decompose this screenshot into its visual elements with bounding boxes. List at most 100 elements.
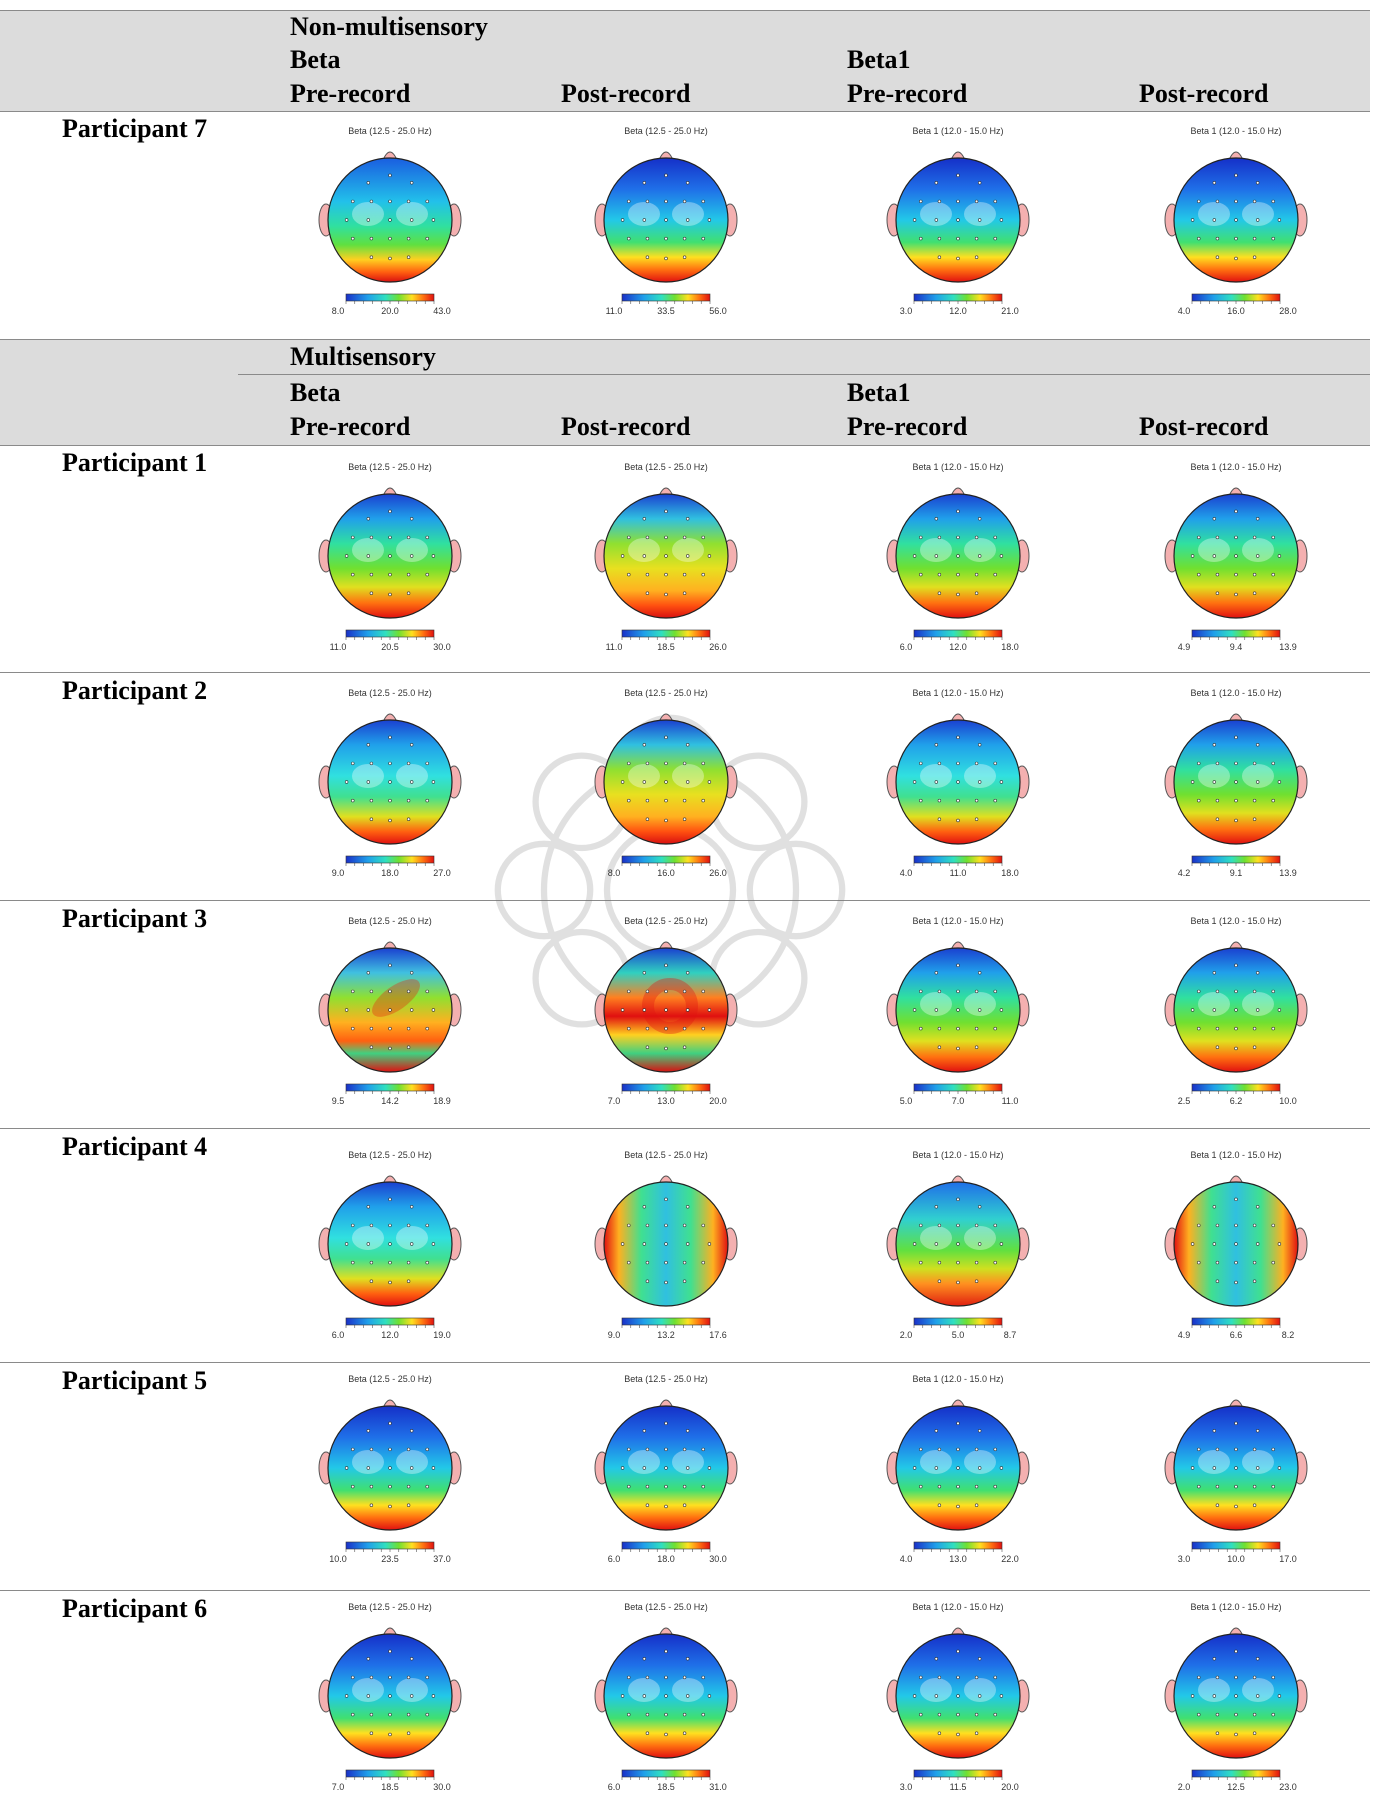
- topomap-svg: Beta (12.5 - 25.0 Hz) 6.0 18.0 30.0: [594, 1374, 738, 1564]
- electrode-dot: [642, 1694, 647, 1698]
- electrode-dot: [369, 1675, 374, 1680]
- electrode-dot: [956, 592, 960, 597]
- electrode-dot: [919, 798, 923, 803]
- electrode-dot: [974, 236, 979, 241]
- participant-label: Participant 1: [62, 448, 208, 477]
- electrode-dot: [707, 1242, 712, 1246]
- electrode-dot: [937, 1447, 942, 1452]
- electrode-dot: [664, 1675, 668, 1680]
- electrode-dot: [664, 1712, 668, 1717]
- electrode-dot: [664, 1732, 668, 1737]
- electrode-dot: [682, 1260, 687, 1265]
- electrode-dot: [934, 181, 939, 185]
- electrode-dot: [425, 1260, 429, 1265]
- electrode-dot: [645, 591, 650, 595]
- electrode-dot: [351, 1675, 355, 1680]
- electrode-dot: [366, 1205, 371, 1209]
- electrode-dot: [406, 817, 411, 821]
- electrode-dot: [1234, 798, 1238, 803]
- electrode-dot: [366, 1008, 371, 1012]
- color-scale-tick-label: 13.0: [949, 1554, 967, 1564]
- electrode-dot: [919, 236, 923, 241]
- color-scale-bar: [1191, 629, 1281, 638]
- electrode-dot: [919, 535, 923, 540]
- electrode-dot: [993, 1447, 997, 1452]
- electrode-dot: [351, 572, 355, 577]
- electrode-dot: [956, 199, 960, 204]
- electrode-dot: [642, 1466, 647, 1470]
- electrode-dot: [1255, 1694, 1260, 1698]
- electrode-dot: [993, 989, 997, 994]
- electrode-dot: [431, 1242, 436, 1246]
- electrode-dot: [707, 554, 712, 558]
- topomap: 3.0 10.0 17.0: [1144, 1372, 1328, 1576]
- electrode-dot: [406, 1260, 411, 1265]
- electrode-dot: [1212, 1242, 1217, 1246]
- color-scale-tick-label: 13.9: [1279, 868, 1297, 878]
- color-scale-bar: [1191, 1083, 1281, 1092]
- electrode-dot: [1277, 218, 1282, 222]
- topomap: Beta 1 (12.0 - 15.0 Hz) 4.9 9.4 13.9: [1144, 460, 1328, 664]
- color-scale-tick-label: 13.2: [657, 1330, 675, 1340]
- electrode-dot: [956, 1280, 960, 1285]
- electrode-dot: [351, 761, 355, 766]
- electrode-dot: [701, 1026, 705, 1031]
- electrode-dot: [645, 1260, 650, 1265]
- color-scale-tick-label: 26.0: [709, 868, 727, 878]
- color-scale-tick-label: 10.0: [329, 1554, 347, 1564]
- electrode-dot: [707, 1694, 712, 1698]
- electrode-dot: [645, 817, 650, 821]
- electrode-dot: [956, 1484, 960, 1489]
- topomap-svg: Beta 1 (12.0 - 15.0 Hz) 4.9 9.4 13.9: [1164, 462, 1308, 652]
- topomap-svg: Beta (12.5 - 25.0 Hz) 9.5 14.2 18.9: [318, 916, 462, 1106]
- electrode-dot: [425, 535, 429, 540]
- color-scale-bar: [345, 1541, 435, 1550]
- electrode-dot: [1255, 780, 1260, 784]
- color-scale-tick-label: 18.0: [1001, 868, 1019, 878]
- electrode-dot: [1197, 236, 1201, 241]
- color-scale-tick-label: 18.0: [381, 868, 399, 878]
- electrode-dot: [351, 989, 355, 994]
- electrode-dot: [406, 236, 411, 241]
- electrode-dot: [388, 1675, 392, 1680]
- electrode-dot: [1252, 572, 1257, 577]
- color-scale-bar: [621, 629, 711, 638]
- electrode-dot: [974, 1223, 979, 1228]
- electrode-dot: [1215, 1712, 1220, 1717]
- color-scale-tick-label: 18.5: [657, 1782, 675, 1792]
- electrode-dot: [1252, 761, 1257, 766]
- topomap-title: Beta (12.5 - 25.0 Hz): [624, 462, 708, 472]
- participant-label: Participant 3: [62, 904, 208, 933]
- electrode-dot: [977, 1694, 982, 1698]
- topomap: Beta 1 (12.0 - 15.0 Hz) 6.0 12.0 18.0: [866, 460, 1050, 664]
- electrode-dot: [1215, 989, 1220, 994]
- electrode-dot: [1215, 1026, 1220, 1031]
- topomap-title: Beta 1 (12.0 - 15.0 Hz): [912, 1150, 1003, 1160]
- electrode-dot: [664, 1260, 668, 1265]
- electrode-dot: [388, 1223, 392, 1228]
- electrode-dot: [701, 1712, 705, 1717]
- electrode-dot: [1197, 1026, 1201, 1031]
- electrode-dot: [1234, 780, 1238, 784]
- electrode-dot: [912, 1008, 917, 1012]
- electrode-dot: [1197, 1484, 1201, 1489]
- electrode-dot: [664, 963, 668, 968]
- color-scale-tick-label: 8.0: [608, 868, 621, 878]
- electrode-dot: [1190, 218, 1195, 222]
- participant-label: Participant 5: [62, 1366, 208, 1395]
- electrode-dot: [620, 1694, 625, 1698]
- electrode-dot: [937, 1026, 942, 1031]
- electrode-dot: [431, 1694, 436, 1698]
- topomap-title: Beta 1 (12.0 - 15.0 Hz): [912, 126, 1003, 136]
- electrode-dot: [664, 554, 668, 558]
- electrode-dot: [664, 989, 668, 994]
- electrode-dot: [701, 535, 705, 540]
- electrode-dot: [937, 199, 942, 204]
- topomap-title: Beta 1 (12.0 - 15.0 Hz): [912, 1602, 1003, 1612]
- electrode-dot: [912, 1694, 917, 1698]
- electrode-dot: [366, 554, 371, 558]
- topomap-svg: Beta (12.5 - 25.0 Hz) 11.0 20.5 30.0: [318, 462, 462, 652]
- electrode-dot: [409, 1008, 414, 1012]
- electrode-dot: [1255, 1008, 1260, 1012]
- electrode-dot: [664, 509, 668, 514]
